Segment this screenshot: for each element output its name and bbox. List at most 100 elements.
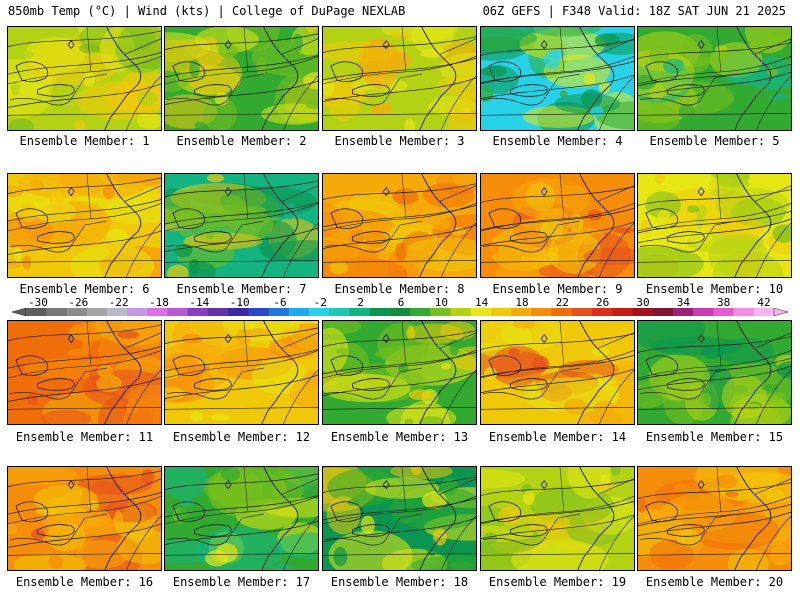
wind-streamline xyxy=(756,222,791,277)
great-lake-outline xyxy=(172,501,206,522)
state-border xyxy=(383,73,422,102)
wind-streamline xyxy=(126,222,161,277)
colorbar-segment xyxy=(612,308,633,316)
temperature-field-map xyxy=(165,174,318,277)
reference-point-marker xyxy=(697,187,705,197)
state-border xyxy=(166,97,227,106)
colorbar-segment xyxy=(147,308,169,316)
colorbar-tick-label: 34 xyxy=(676,296,690,309)
wind-streamline xyxy=(638,189,791,206)
wind-streamline xyxy=(8,492,161,515)
reference-point-marker xyxy=(540,480,548,490)
ensemble-map-panel xyxy=(322,320,477,425)
ensemble-map-panel xyxy=(637,320,792,425)
great-lake-outline xyxy=(15,61,49,82)
colorbar-segment xyxy=(571,308,593,316)
ensemble-member-label: Ensemble Member: 7 xyxy=(176,282,307,296)
wind-streamline xyxy=(481,39,634,56)
temperature-field-map xyxy=(8,27,161,130)
great-lake-outline xyxy=(37,524,75,537)
great-lake-outline xyxy=(194,84,232,97)
state-border xyxy=(401,27,407,73)
state-border xyxy=(401,467,407,513)
state-border xyxy=(166,391,227,400)
coastline xyxy=(261,27,299,130)
colorbar-segment xyxy=(511,308,532,316)
state-border xyxy=(716,174,722,220)
state-border xyxy=(638,203,791,232)
ensemble-map-panel xyxy=(322,466,477,571)
wind-streamline xyxy=(323,476,476,493)
state-border xyxy=(597,478,634,495)
colorbar-segment xyxy=(410,308,431,316)
state-border xyxy=(482,537,543,546)
temperature-field-map xyxy=(8,174,161,277)
ensemble-member-label: Ensemble Member: 12 xyxy=(172,430,311,444)
state-border xyxy=(68,220,107,249)
state-border xyxy=(86,27,92,73)
wind-streamline xyxy=(756,75,791,130)
reference-point-marker xyxy=(382,334,390,344)
state-border xyxy=(281,478,318,495)
state-border xyxy=(716,467,722,513)
colorbar-segment xyxy=(531,308,553,316)
coastline xyxy=(261,321,299,424)
state-border xyxy=(541,220,580,249)
great-lake-outline xyxy=(37,84,75,97)
temperature-colorbar: -30 -26 -22 -18 -14 -10 -6 -2 2 6 10 14 18 22 26 30 34 38… xyxy=(12,296,788,318)
state-border xyxy=(86,321,92,367)
great-lake-outline xyxy=(330,501,364,522)
wind-streamline xyxy=(638,336,791,353)
wind-streamline xyxy=(8,324,161,341)
wind-streamline xyxy=(638,63,791,87)
coastline xyxy=(104,174,142,277)
state-border xyxy=(243,27,249,73)
great-lake-outline xyxy=(352,378,390,391)
temperature-field-map xyxy=(165,321,318,424)
wind-streamline xyxy=(126,369,161,424)
state-border xyxy=(383,513,422,542)
state-border xyxy=(439,38,476,55)
coastline xyxy=(419,27,457,130)
great-lake-outline xyxy=(172,208,206,229)
state-border xyxy=(638,56,791,85)
colorbar-segment xyxy=(632,308,654,316)
colorbar-segment xyxy=(309,308,330,316)
state-border xyxy=(9,244,70,253)
state-border xyxy=(481,113,634,116)
state-border xyxy=(439,332,476,349)
wind-streamline xyxy=(165,349,318,372)
colorbar-segment xyxy=(228,308,249,316)
colorbar-tick-label: -2 xyxy=(313,296,327,309)
temperature-field-map xyxy=(638,467,791,570)
wind-streamline xyxy=(481,208,634,231)
great-lake-outline xyxy=(667,524,705,537)
reference-point-marker xyxy=(224,480,232,490)
state-border xyxy=(165,350,318,379)
wind-streamline xyxy=(323,36,476,53)
state-border xyxy=(225,367,264,396)
great-lake-outline xyxy=(15,355,49,376)
colorbar-tick-label: -30 xyxy=(28,296,48,309)
state-border xyxy=(439,185,476,202)
reference-point-marker xyxy=(540,40,548,50)
state-border xyxy=(638,260,791,263)
wind-streamline xyxy=(323,183,476,200)
great-lake-outline xyxy=(667,84,705,97)
colorbar-tick-label: 10 xyxy=(434,296,448,309)
reference-point-marker xyxy=(540,187,548,197)
ensemble-map-panel xyxy=(480,173,635,278)
ensemble-member-label: Ensemble Member: 8 xyxy=(334,282,465,296)
colorbar-segment xyxy=(592,308,613,316)
wind-streamline xyxy=(323,330,476,347)
temperature-field-map xyxy=(323,27,476,130)
great-lake-outline xyxy=(510,524,548,537)
colorbar-segment xyxy=(713,308,735,316)
great-lake-outline xyxy=(330,208,364,229)
state-border xyxy=(243,174,249,220)
colorbar-tick-labels: -30 -26 -22 -18 -14 -10 -6 -2 2 6 10 14 18 22 26 30 34 38… xyxy=(12,296,788,309)
reference-point-marker xyxy=(382,187,390,197)
ensemble-member-label: Ensemble Member: 20 xyxy=(645,575,784,589)
ensemble-map-panel xyxy=(7,466,162,571)
wind-streamline xyxy=(165,33,318,50)
